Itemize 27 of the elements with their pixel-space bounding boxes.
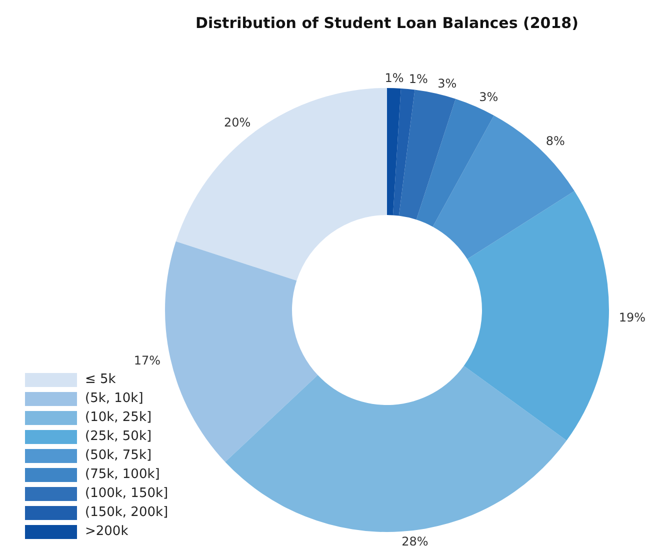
data-label: 3% <box>479 90 498 104</box>
legend-label: (5k, 10k] <box>85 391 144 406</box>
legend-label: >200k <box>85 524 128 539</box>
donut-slice <box>225 366 567 532</box>
data-label: 3% <box>438 76 457 91</box>
legend-label: (25k, 50k] <box>85 429 152 444</box>
data-label: 1% <box>384 71 404 86</box>
donut-slice <box>464 191 609 440</box>
legend-label: (10k, 25k] <box>85 410 152 425</box>
legend-label: (100k, 150k] <box>85 486 168 501</box>
legend-label: ≤ 5k <box>85 372 116 387</box>
donut-slice <box>387 88 401 216</box>
legend-label: (150k, 200k] <box>85 505 168 520</box>
donut-slice <box>432 115 574 260</box>
chart-title: Distribution of Student Loan Balances (2018) <box>196 14 578 32</box>
legend-label: (75k, 100k] <box>85 467 160 482</box>
donut-slice <box>176 88 387 281</box>
donut-slice <box>165 241 318 462</box>
data-label: 20% <box>224 115 251 130</box>
data-label: 19% <box>618 310 646 324</box>
data-label: 28% <box>402 534 428 549</box>
legend-label: (50k, 75k] <box>85 448 152 463</box>
data-label: 1% <box>408 72 428 86</box>
donut-slice <box>392 88 415 216</box>
donut-slice <box>398 90 456 220</box>
data-label: 17% <box>134 354 161 368</box>
data-label: 8% <box>546 134 565 148</box>
